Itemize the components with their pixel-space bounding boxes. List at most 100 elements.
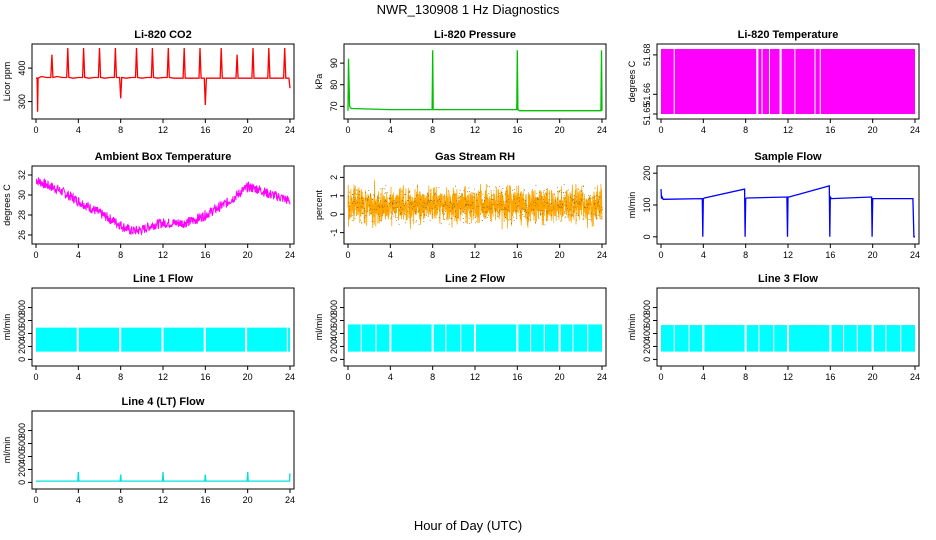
plot-area [660,185,915,238]
x-tick-label: 0 [345,250,350,260]
y-tick-label: 0 [329,212,339,217]
chart-panel-8: Line 2 Flow ml/min 0 4 8 12 16 20 24 0 20040060080… [314,273,607,382]
y-tick-label: 100 [642,197,652,212]
x-tick-label: 8 [430,372,435,382]
band-gap [744,325,747,352]
band-gap [779,48,782,115]
y-tick-label: 51.66 [642,83,652,106]
chart-title: Li-820 CO2 [134,29,191,41]
band-gap [375,324,377,352]
band-gap [758,325,760,352]
y-tick-label: 80 [329,80,339,90]
chart-title: Line 3 Flow [758,273,818,285]
y-axis-label: ml/min [627,314,637,341]
y-tick-label: 800 [17,423,27,438]
x-tick-label: 20 [243,250,253,260]
x-tick-label: 24 [597,372,607,382]
chart-panel-1: Li-820 CO2 Licor ppm 0 4 8 12 16 20 24 300 400 [2,29,295,135]
y-axis-label: degrees C [627,60,637,102]
plot-area [36,47,291,112]
chart-title: Gas Stream RH [435,151,515,163]
x-tick-label: 4 [701,125,706,135]
x-tick-label: 0 [658,125,663,135]
x-tick-label: 8 [118,372,123,382]
band-gap [431,324,434,352]
y-tick-label: 0 [17,480,27,485]
y-tick-label: 400 [17,326,27,341]
x-tick-label: 16 [825,250,835,260]
x-tick-label: 8 [743,372,748,382]
y-tick-label: 800 [17,300,27,315]
y-tick-label: 600 [329,313,339,328]
series-band [661,48,915,115]
x-tick-label: 0 [345,125,350,135]
series-points [347,179,603,230]
chart-title: Ambient Box Temperature [95,151,232,163]
x-tick-label: 20 [555,250,565,260]
series-line [35,177,291,236]
chart-panel-7: Line 1 Flow ml/min 0 4 8 12 16 20 24 0 20040060080… [2,273,295,382]
band-gap [360,324,362,352]
y-tick-label: 400 [17,449,27,464]
x-tick-label: 0 [33,495,38,505]
plot-area [661,325,915,352]
x-tick-label: 20 [243,372,253,382]
x-tick-label: 12 [470,125,480,135]
y-tick-label: 200 [17,462,27,477]
x-tick-label: 8 [743,250,748,260]
y-tick-label: 26 [17,230,27,240]
y-tick-label: 28 [17,210,27,220]
y-axis-label: percent [314,189,324,220]
y-axis-label: kPa [314,74,324,90]
y-tick-label: 200 [17,339,27,354]
plot-area [347,179,603,230]
x-tick-label: 4 [388,250,393,260]
x-tick-label: 12 [158,125,168,135]
x-tick-label: 0 [658,372,663,382]
series-line [347,50,603,112]
x-tick-label: 20 [555,125,565,135]
band-gap [119,327,122,352]
x-tick-label: 16 [200,125,210,135]
y-axis-label: Licor ppm [2,62,12,102]
x-tick-label: 16 [200,372,210,382]
y-tick-label: 600 [642,313,652,328]
x-tick-label: 16 [200,495,210,505]
x-tick-label: 20 [243,495,253,505]
plot-frame [343,43,607,120]
y-tick-label: 800 [642,300,652,315]
x-tick-label: 24 [910,125,920,135]
y-tick-label: -1 [329,229,339,237]
plot-area [347,50,603,112]
series-markers [348,184,603,226]
y-tick-label: 0 [329,357,339,362]
chart-panel-2: Li-820 Pressure kPa 0 4 8 12 16 20 24 70 80 90 [314,29,607,135]
y-tick-label: 600 [17,436,27,451]
x-tick-label: 12 [158,250,168,260]
band-gap [756,48,759,115]
band-gap [445,324,447,352]
chart-panel-10: Line 4 (LT) Flow ml/min 0 4 8 12 16 20 24 0 200400… [2,396,295,505]
band-gap [543,324,545,352]
x-tick-label: 8 [430,250,435,260]
x-tick-label: 24 [285,495,295,505]
plot-area [348,324,602,352]
plot-area [35,177,291,236]
plot-area [661,48,915,115]
band-gap [688,325,690,352]
x-tick-label: 4 [76,250,81,260]
band-gap [161,327,164,352]
x-tick-label: 12 [158,495,168,505]
chart-title: Line 4 (LT) Flow [122,396,205,408]
x-tick-label: 0 [33,250,38,260]
chart-panel-6: Sample Flow ml/min 0 4 8 12 16 20 24 0 100 200 [627,151,920,260]
x-tick-label: 20 [868,125,878,135]
band-gap [768,48,771,115]
band-gap [286,327,288,352]
y-tick-label: 400 [642,326,652,341]
band-gap [871,325,874,352]
chart-panel-9: Line 3 Flow ml/min 0 4 8 12 16 20 24 0 20040060080… [627,273,920,382]
y-tick-label: 70 [329,101,339,111]
x-tick-label: 20 [868,250,878,260]
